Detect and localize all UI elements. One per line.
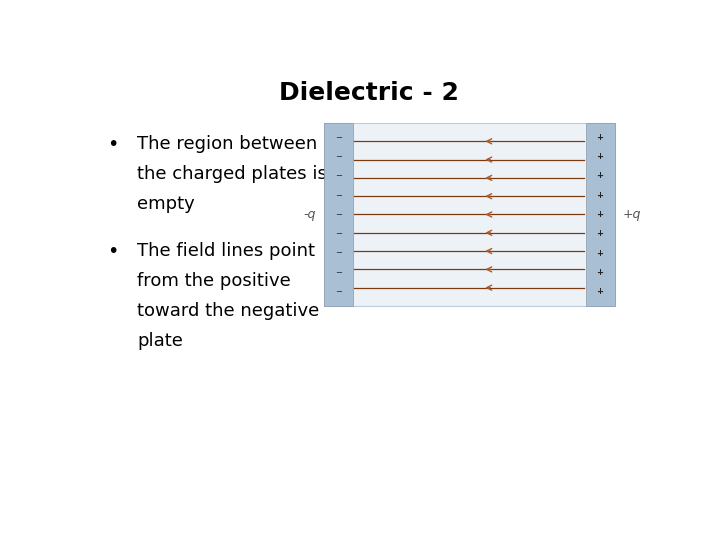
Text: Dielectric - 2: Dielectric - 2 bbox=[279, 82, 459, 105]
Text: +: + bbox=[596, 152, 603, 161]
Text: plate: plate bbox=[138, 332, 184, 350]
Text: −: − bbox=[336, 248, 343, 258]
Text: the charged plates is: the charged plates is bbox=[138, 165, 328, 184]
Text: +: + bbox=[596, 248, 603, 258]
Text: +: + bbox=[596, 268, 603, 277]
Text: •: • bbox=[107, 242, 118, 261]
Text: •: • bbox=[107, 136, 118, 154]
Text: −: − bbox=[336, 268, 343, 277]
Text: −: − bbox=[336, 172, 343, 180]
Text: +q: +q bbox=[623, 208, 642, 221]
Text: +: + bbox=[596, 172, 603, 180]
Bar bbox=[585, 123, 615, 306]
Text: The region between: The region between bbox=[138, 136, 318, 153]
Text: +: + bbox=[596, 230, 603, 238]
Text: −: − bbox=[336, 230, 343, 238]
Text: The field lines point: The field lines point bbox=[138, 242, 315, 260]
Text: −: − bbox=[336, 210, 343, 219]
Text: −: − bbox=[336, 191, 343, 200]
Text: +: + bbox=[596, 191, 603, 200]
Text: −: − bbox=[336, 152, 343, 161]
Text: +: + bbox=[596, 133, 603, 142]
Text: −: − bbox=[336, 287, 343, 296]
Text: -q: -q bbox=[304, 208, 316, 221]
Text: empty: empty bbox=[138, 195, 195, 213]
Text: from the positive: from the positive bbox=[138, 272, 291, 290]
Text: +: + bbox=[596, 287, 603, 296]
Bar bbox=[324, 123, 354, 306]
Text: +: + bbox=[596, 210, 603, 219]
Text: toward the negative: toward the negative bbox=[138, 302, 320, 320]
Text: −: − bbox=[336, 133, 343, 142]
Bar bbox=[324, 123, 615, 306]
